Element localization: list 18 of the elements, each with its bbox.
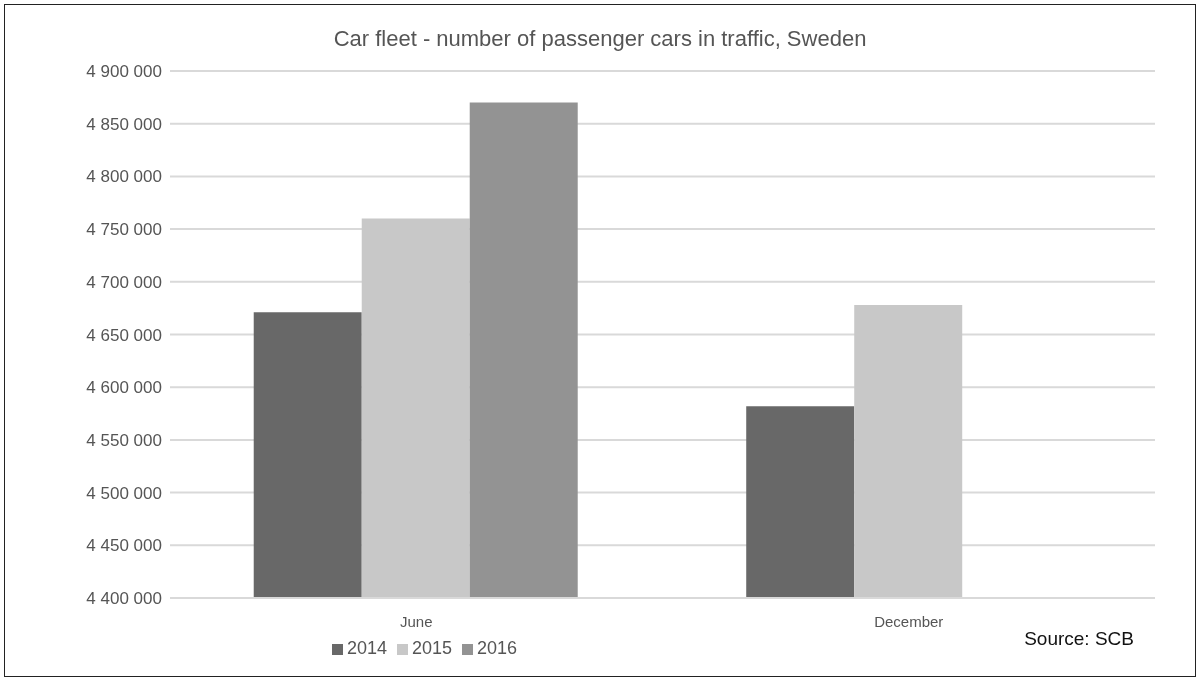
legend-label: 2015 (411, 638, 453, 658)
y-tick-label: 4 400 000 (86, 589, 162, 609)
x-tick-label: June (399, 612, 433, 630)
source-note: Source: SCB (1024, 628, 1134, 650)
legend-label: 2014 (346, 638, 387, 658)
y-tick-label: 4 600 000 (86, 378, 162, 398)
y-tick-label: 4 850 000 (86, 114, 162, 134)
y-tick-label: 4 500 000 (86, 483, 162, 503)
legend-label: 2016 (477, 638, 518, 658)
y-tick-label: 4 800 000 (86, 167, 162, 187)
y-tick-label: 4 700 000 (86, 272, 162, 292)
y-tick-label: 4 450 000 (86, 536, 162, 556)
chart-title: Car fleet - number of passenger cars in traffic, Sweden (332, 26, 868, 52)
y-tick-label: 4 900 000 (86, 62, 162, 82)
x-tick-label: December (874, 612, 944, 630)
y-tick-label: 4 650 000 (86, 325, 162, 345)
y-tick-label: 4 550 000 (86, 430, 162, 450)
y-tick-label: 4 750 000 (86, 220, 162, 240)
